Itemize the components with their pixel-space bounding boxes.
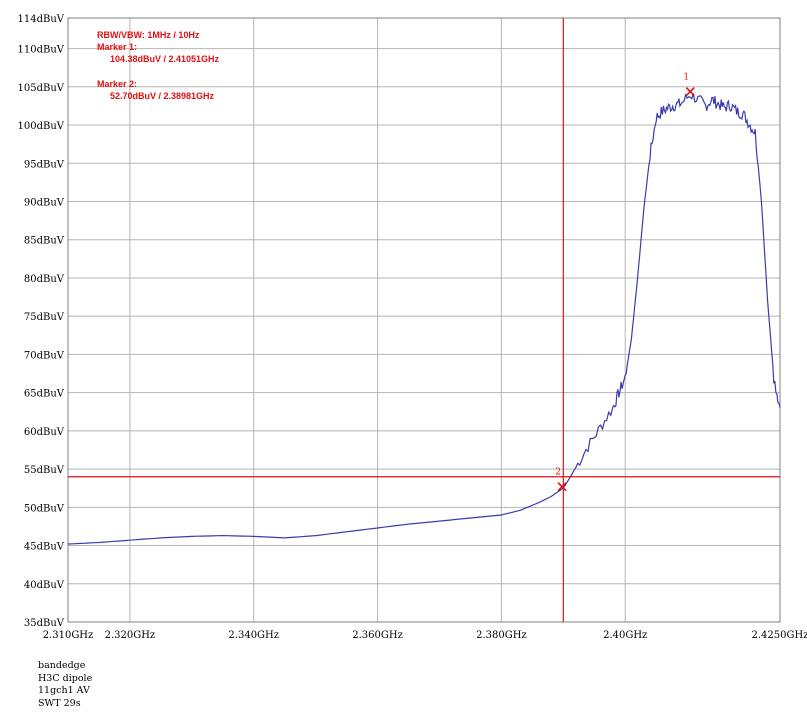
y-tick-label: 65dBuV [24,389,65,400]
y-axis-ticks: 114dBuV 110dBuV 105dBuV 100dBuV 95dBuV 90dBuV… [18,14,65,629]
grid [67,17,781,623]
trace-series [67,93,781,545]
footer-line: 11gch1 AV [38,685,90,696]
annotation-marker1-title: Marker 1: [97,42,137,52]
x-tick-label: 2.4250GHz [752,630,807,641]
marker-2-cross-b [557,482,567,492]
settings-footer: bandedge H3C dipole 11gch1 AV SWT 29s [38,660,92,710]
marker-1-cross-b [685,86,695,97]
y-tick-label: 85dBuV [24,236,65,247]
annotation-rbw: RBW/VBW: 1MHz / 10Hz [97,30,200,40]
y-tick-label: 60dBuV [24,427,65,438]
x-tick-label: 2.360GHz [352,630,403,641]
x-tick-label: 2.310GHz [43,630,94,641]
annotation-marker2-value: 52.70dBuV / 2.38981GHz [110,91,215,101]
y-tick-label: 105dBuV [18,83,65,94]
x-tick-label: 2.340GHz [228,630,279,641]
marker-2-label: 2 [555,468,561,478]
trace-line [67,93,781,545]
marker-annotation: RBW/VBW: 1MHz / 10Hz Marker 1: 104.38dBu… [97,30,220,101]
y-tick-label: 55dBuV [24,465,65,476]
y-tick-label: 114dBuV [18,14,65,25]
y-tick-label: 95dBuV [24,159,65,170]
spectrum-chart: 114dBuV 110dBuV 105dBuV 100dBuV 95dBuV 90dBuV… [18,14,807,641]
footer-line: SWT 29s [38,697,81,709]
y-tick-label: 35dBuV [24,618,65,629]
reference-lines [68,18,780,622]
x-tick-label: 2.40GHz [603,630,647,641]
y-tick-label: 45dBuV [24,542,65,553]
footer-line: bandedge [38,660,86,671]
y-tick-label: 50dBuV [24,503,65,514]
y-tick-label: 80dBuV [24,274,65,285]
y-tick-label: 110dBuV [18,45,65,56]
y-tick-label: 90dBuV [24,197,65,208]
x-tick-label: 2.380GHz [476,630,527,641]
y-tick-label: 70dBuV [24,350,65,361]
y-tick-label: 100dBuV [18,121,65,132]
annotation-marker1-value: 104.38dBuV / 2.41051GHz [110,54,220,64]
marker-1-label: 1 [683,73,689,83]
footer-line: H3C dipole [38,672,93,684]
markers: 12 [555,73,695,492]
y-tick-label: 75dBuV [24,312,65,323]
annotation-marker2-title: Marker 2: [97,79,137,89]
x-axis-ticks: 2.310GHz 2.320GHz 2.340GHz 2.360GHz 2.380GHz… [43,630,807,641]
plot-frame [67,17,781,623]
y-tick-label: 40dBuV [24,580,65,591]
x-tick-label: 2.320GHz [105,630,156,641]
